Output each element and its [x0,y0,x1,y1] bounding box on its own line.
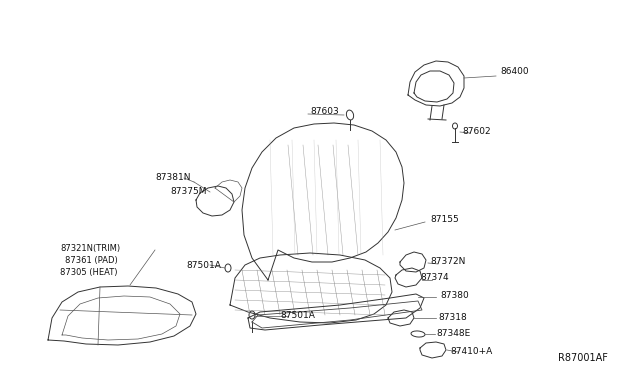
Text: 87501A: 87501A [186,260,221,269]
Text: 87361 (PAD): 87361 (PAD) [65,256,118,264]
Text: 87602: 87602 [462,128,491,137]
Text: 87501A: 87501A [280,311,315,321]
Text: 87380: 87380 [440,291,468,299]
Text: 87381N: 87381N [155,173,191,183]
Text: 87374: 87374 [420,273,449,282]
Text: R87001AF: R87001AF [558,353,608,363]
Text: 87305 (HEAT): 87305 (HEAT) [60,267,118,276]
Text: 87372N: 87372N [430,257,465,266]
Text: 87603: 87603 [310,108,339,116]
Text: 87348E: 87348E [436,330,470,339]
Text: 87155: 87155 [430,215,459,224]
Text: 86400: 86400 [500,67,529,77]
Text: 87321N(TRIM): 87321N(TRIM) [60,244,120,253]
Text: 87375M: 87375M [170,187,207,196]
Text: 87410+A: 87410+A [450,347,492,356]
Text: 87318: 87318 [438,314,467,323]
